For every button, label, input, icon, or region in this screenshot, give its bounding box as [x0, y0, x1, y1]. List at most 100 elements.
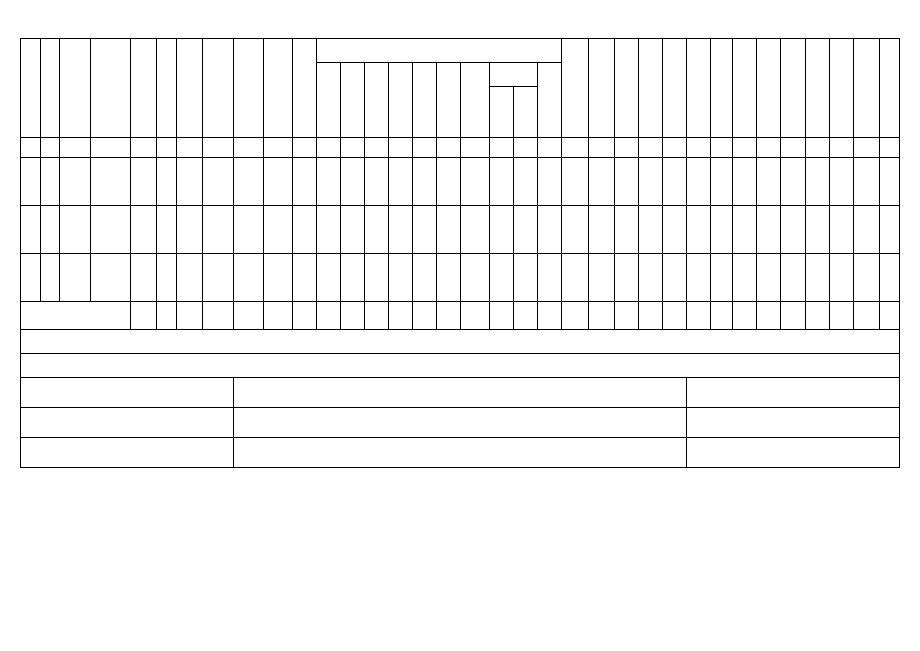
- h-unemploy: [389, 63, 413, 138]
- h-other: [489, 63, 537, 87]
- r1-c16: [413, 158, 437, 206]
- coln-33: [829, 138, 853, 158]
- r1-c23: [588, 158, 614, 206]
- h-legal: [562, 39, 588, 138]
- coln-5: [130, 138, 156, 158]
- coln-21: [538, 138, 562, 158]
- legal-rep-row: [21, 354, 900, 378]
- h-seq: [21, 39, 41, 138]
- fill-date: [21, 438, 234, 468]
- h-rate: [711, 39, 733, 138]
- r1-name: [40, 158, 60, 206]
- data-row-1: [21, 158, 900, 206]
- coln-12: [316, 138, 340, 158]
- r1-idtype: [60, 158, 91, 206]
- r1-c30: [757, 158, 781, 206]
- h-burden: [614, 39, 638, 138]
- coln-32: [805, 138, 829, 158]
- r1-c22: [562, 158, 588, 206]
- date-row: [21, 438, 900, 468]
- r1-c11: [292, 158, 316, 206]
- r1-c20: [514, 158, 538, 206]
- handler-mid: [233, 408, 687, 438]
- r1-refund: [853, 158, 879, 206]
- coln-3: [60, 138, 91, 158]
- agency-sign: [233, 378, 687, 408]
- r1-c26: [663, 158, 687, 206]
- r1-c18: [461, 158, 489, 206]
- h-item: [130, 39, 156, 138]
- heji-label: [21, 302, 131, 330]
- coln-29: [733, 138, 757, 158]
- coln-25: [639, 138, 663, 158]
- tax-office-seal: [687, 378, 900, 408]
- declaration-text: [21, 330, 900, 354]
- h-period: [176, 39, 202, 138]
- h-pretax: [316, 39, 562, 63]
- coln-28: [711, 138, 733, 158]
- r1-c29: [733, 158, 757, 206]
- h-other2: [514, 87, 538, 138]
- coln-7: [176, 138, 202, 158]
- r1-c13: [340, 158, 364, 206]
- r1-idno: [91, 158, 130, 206]
- legal-rep-cell: [21, 354, 900, 378]
- h-income: [292, 39, 316, 138]
- handler-row: [21, 408, 900, 438]
- h-quick: [733, 39, 757, 138]
- coln-16: [413, 138, 437, 158]
- h-subitem: [156, 39, 176, 138]
- coln-6: [156, 138, 176, 158]
- coln-26: [663, 138, 687, 158]
- r1-c12: [316, 158, 340, 206]
- coln-13: [340, 138, 364, 158]
- h-start: [202, 39, 233, 138]
- r1-c31: [781, 158, 805, 206]
- coln-20: [514, 138, 538, 158]
- data-row-2: [21, 206, 900, 254]
- h-idno: [91, 39, 130, 138]
- total-row: [21, 302, 900, 330]
- r1-c19: [489, 158, 513, 206]
- coln-22: [562, 138, 588, 158]
- r1-sub: [156, 158, 176, 206]
- coln-11: [292, 138, 316, 158]
- acceptor: [687, 408, 900, 438]
- r1-c14: [365, 158, 389, 206]
- h-property: [437, 63, 461, 138]
- r1-c17: [437, 158, 461, 206]
- h-end: [233, 39, 264, 138]
- r1-item: [130, 158, 156, 206]
- handler-left: [21, 408, 234, 438]
- coln-34: [853, 138, 879, 158]
- r1-period: [176, 158, 202, 206]
- r1-c28: [711, 158, 733, 206]
- accept-date: [687, 438, 900, 468]
- h-name: [40, 39, 60, 138]
- r1-c24: [614, 158, 638, 206]
- agent-seal: [21, 378, 234, 408]
- h-taxable: [687, 39, 711, 138]
- coln-23: [588, 138, 614, 158]
- r1-c25: [639, 158, 663, 206]
- main-table: [20, 38, 900, 468]
- r1-amount: [264, 158, 292, 206]
- h-housing: [413, 63, 437, 138]
- coln-35: [880, 138, 900, 158]
- coln-27: [687, 138, 711, 158]
- h-emptax: [663, 39, 687, 138]
- h-annuity: [489, 87, 513, 138]
- coln-30: [757, 138, 781, 158]
- coln-14: [365, 138, 389, 158]
- coln-8: [202, 138, 233, 158]
- coln-1: [21, 138, 41, 158]
- h-payable: [757, 39, 781, 138]
- r1-c21: [538, 158, 562, 206]
- coln-15: [389, 138, 413, 158]
- col-number-row: [21, 138, 900, 158]
- r1-c33: [829, 158, 853, 206]
- coln-10: [264, 138, 292, 158]
- seal-row: [21, 378, 900, 408]
- h-taxincome: [264, 39, 292, 138]
- h-remark: [880, 39, 900, 138]
